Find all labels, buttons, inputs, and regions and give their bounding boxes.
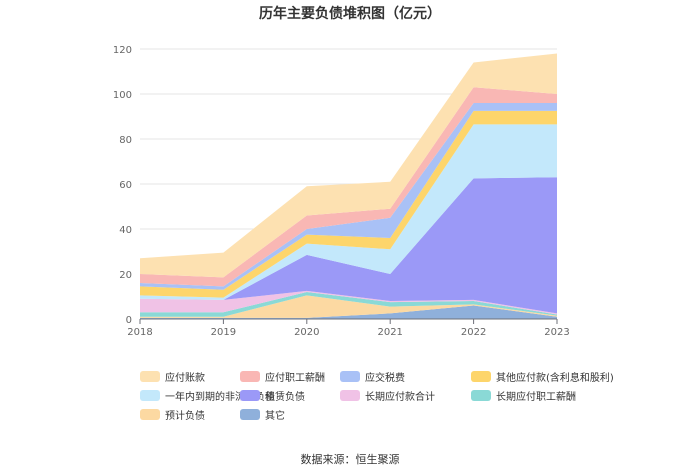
x-tick-label: 2023: [544, 327, 569, 338]
area-series-9: [140, 53, 557, 278]
y-tick-label: 20: [119, 270, 132, 281]
x-tick-label: 2019: [211, 327, 236, 338]
legend-label: 应付账款: [165, 373, 205, 384]
legend-item[interactable]: 长期应付职工薪酬: [471, 388, 576, 403]
area-series-1: [140, 295, 557, 318]
area-series-3: [140, 290, 557, 315]
legend-swatch: [471, 390, 491, 401]
y-tick-label: 40: [119, 225, 132, 236]
legend-label: 一年内到期的非流动负债: [165, 392, 275, 403]
legend-swatch: [471, 371, 491, 382]
legend-label: 应交税费: [365, 373, 405, 384]
data-source-note: 数据来源：恒生聚源: [300, 453, 400, 466]
legend-swatch: [240, 371, 260, 382]
legend-label: 其它: [265, 411, 285, 422]
x-tick-label: 2018: [127, 327, 152, 338]
x-tick-label: 2020: [294, 327, 319, 338]
legend-swatch: [240, 390, 260, 401]
legend-item[interactable]: 长期应付款合计: [340, 388, 435, 403]
legend-label: 长期应付款合计: [365, 392, 435, 403]
legend-item[interactable]: 一年内到期的非流动负债: [140, 388, 275, 403]
y-tick-label: 80: [119, 135, 132, 146]
legend-swatch: [340, 371, 360, 382]
x-tick-label: 2022: [461, 327, 486, 338]
legend-swatch: [140, 390, 160, 401]
legend-item[interactable]: 应交税费: [340, 369, 405, 384]
legend-item[interactable]: 应付账款: [140, 369, 205, 384]
legend-item[interactable]: 应付职工薪酬: [240, 369, 325, 384]
legend-label: 长期应付职工薪酬: [496, 392, 576, 403]
y-tick-label: 100: [113, 90, 132, 101]
legend-label: 预计负债: [165, 411, 205, 422]
y-tick-label: 60: [119, 180, 132, 191]
x-tick-label: 2021: [377, 327, 402, 338]
legend-label: 租赁负债: [265, 392, 305, 403]
area-series-4: [140, 177, 557, 314]
area-series-0: [140, 305, 557, 319]
legend-label: 应付职工薪酬: [265, 373, 325, 384]
legend-item[interactable]: 租赁负债: [240, 388, 305, 403]
area-series-2: [140, 292, 557, 317]
legend-label: 其他应付款(含利息和股利): [496, 373, 614, 384]
legend-swatch: [140, 409, 160, 420]
axes: 0 20 40 60 80 100 120 2018 2019 2020 2021 2022 2023: [113, 45, 570, 338]
legend-item[interactable]: 预计负债: [140, 407, 205, 422]
legend-swatch: [240, 409, 260, 420]
legend-swatch: [140, 371, 160, 382]
area-series-5: [140, 124, 557, 300]
legend-swatch: [340, 390, 360, 401]
legend-item[interactable]: 其他应付款(含利息和股利): [471, 369, 614, 384]
y-tick-label: 0: [126, 315, 132, 326]
y-tick-label: 120: [113, 45, 132, 56]
chart-title: 历年主要负债堆积图（亿元）: [259, 6, 441, 22]
area-series-group: [140, 53, 557, 319]
legend-item[interactable]: 其它: [240, 407, 285, 422]
